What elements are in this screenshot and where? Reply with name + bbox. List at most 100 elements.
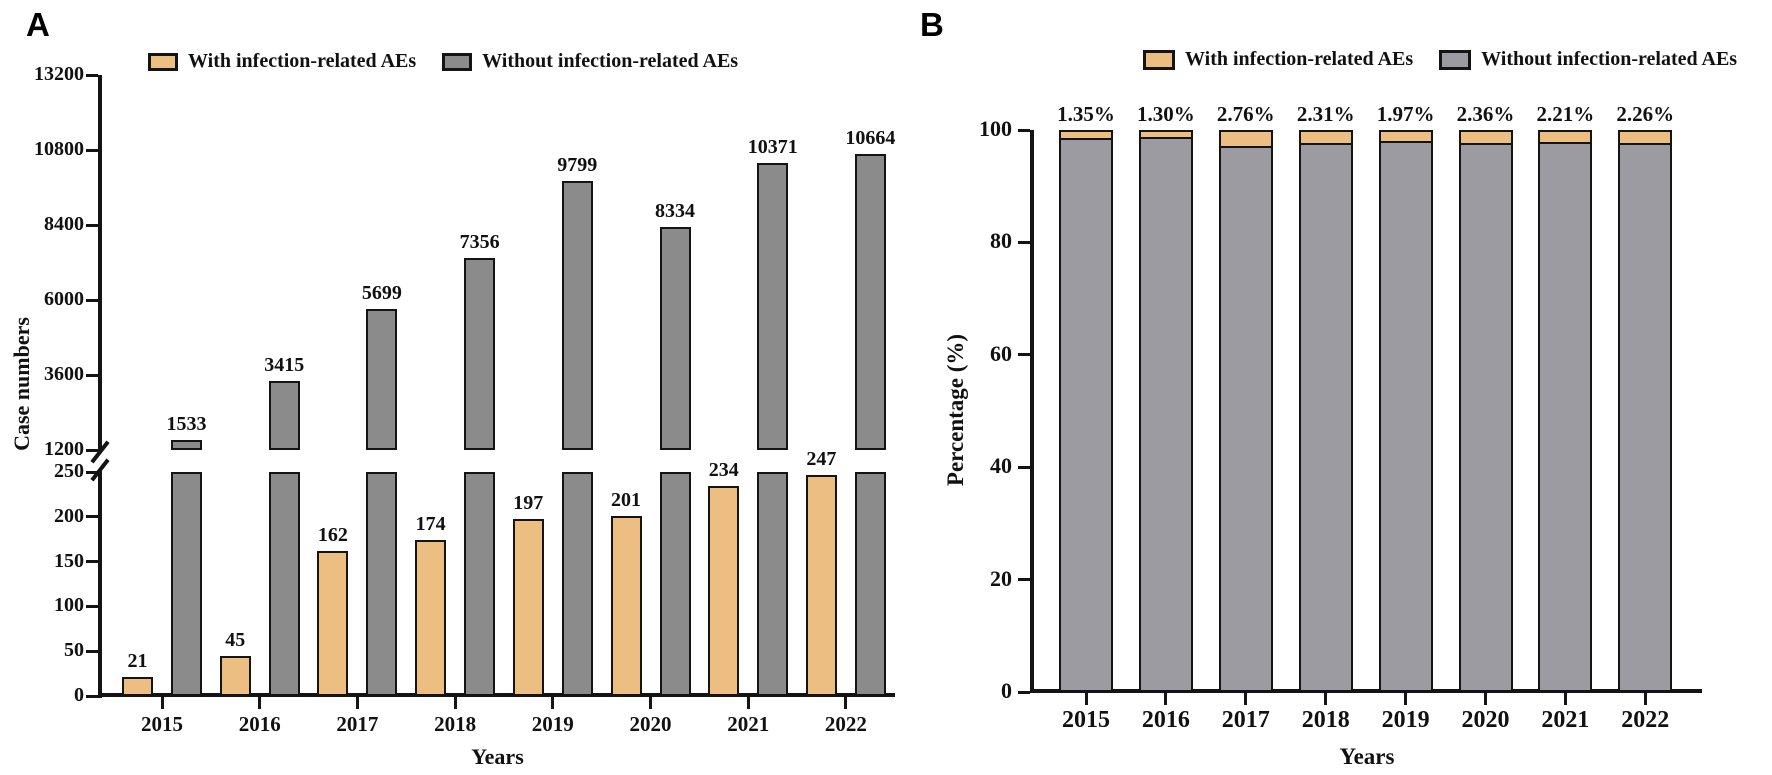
bar-value-label: 21 [127, 650, 148, 673]
stacked-bar-percent-label: 1.97% [1376, 102, 1435, 126]
stacked-bar-percent-label: 2.21% [1536, 102, 1595, 126]
panel-a-y-tick [86, 223, 98, 227]
panel-a-x-tick [844, 697, 848, 709]
legend-panel-a: With infection-related AEs Without infec… [148, 50, 738, 73]
stacked-bar-percent-label: 1.30% [1137, 102, 1195, 126]
bar-with-aes [317, 550, 349, 696]
panel-a-y-tick-label: 50 [64, 639, 84, 662]
bar-without-aes-lower [464, 472, 496, 696]
bar-without-aes-lower [171, 472, 202, 696]
panel-a-year-label: 2015 [141, 712, 183, 736]
panel-b-letter: B [920, 6, 944, 43]
panel-a-y-tick [86, 448, 98, 452]
panel-a-y-tick [86, 73, 98, 77]
panel-b-y-tick-label: 80 [990, 228, 1012, 254]
legend-label-with: With infection-related AEs [1185, 48, 1414, 70]
bar-value-label: 162 [317, 523, 348, 546]
panel-b-y-tick [1018, 690, 1030, 694]
bar-without-aes-upper [561, 181, 593, 450]
stacked-bar-percent-label: 2.31% [1296, 102, 1355, 126]
panel-a-y-tick-label: 6000 [44, 288, 84, 310]
panel-a-y-tick-label: 3600 [44, 363, 84, 385]
panel-a-y-tick-label: 150 [54, 549, 84, 572]
legend-item-with-aes: With infection-related AEs [148, 50, 416, 73]
bar-value-label: 1533 [166, 412, 207, 435]
panel-a-y-tick-label: 1200 [44, 438, 84, 460]
panel-b-year-label: 2021 [1541, 707, 1590, 733]
bar-value-label: 201 [611, 488, 641, 511]
bar-without-aes-lower [561, 472, 593, 696]
bar-with-aes [415, 540, 447, 696]
panel-a-x-tick [160, 697, 164, 709]
legend-item-with-aes: With infection-related AEs [1143, 48, 1413, 71]
bar-with-aes [610, 515, 642, 696]
panel-b-y-axis [1030, 130, 1034, 692]
panel-a-y-tick [86, 649, 98, 653]
bar-with-aes [122, 677, 153, 696]
stacked-bar-percent-label: 2.26% [1616, 102, 1675, 126]
bar-with-aes [512, 519, 544, 696]
panel-b-y-tick [1018, 128, 1030, 132]
panel-a-x-tick [258, 697, 262, 709]
panel-b-x-tick [1324, 693, 1328, 705]
panel-b-y-axis-title: Percentage (%) [943, 333, 968, 487]
panel-a-year-label: 2017 [336, 712, 379, 736]
bar-value-label: 9799 [557, 154, 598, 177]
stacked-bar-without-aes [1538, 142, 1593, 692]
bar-value-label: 5699 [361, 282, 402, 305]
stacked-bar-without-aes [1618, 142, 1673, 692]
bar-value-label: 45 [225, 628, 246, 651]
panel-a-y-tick [86, 604, 98, 608]
panel-a-y-tick-label: 8400 [44, 213, 84, 235]
stacked-bar-without-aes [1059, 137, 1113, 692]
panel-a-year-label: 2020 [629, 712, 672, 736]
bar-without-aes-lower [757, 472, 789, 696]
panel-b-y-tick-label: 60 [990, 340, 1012, 366]
panel-a-y-tick-label: 250 [54, 460, 84, 482]
panel-a-y-tick-label: 13200 [34, 63, 84, 85]
stacked-bar-without-aes [1378, 141, 1433, 692]
bar-without-aes-upper [366, 309, 398, 450]
panel-a-x-tick [649, 697, 652, 709]
bar-value-label: 197 [513, 492, 544, 515]
panel-b-x-tick [1244, 693, 1248, 705]
bar-value-label: 7356 [459, 230, 500, 253]
panel-b-y-tick [1018, 240, 1030, 244]
stacked-bar-without-aes [1458, 143, 1513, 692]
panel-a-y-tick-label: 0 [74, 684, 84, 706]
legend-item-without-aes: Without infection-related AEs [442, 50, 738, 73]
bar-value-label: 8334 [655, 200, 695, 223]
bar-with-aes [219, 655, 251, 696]
panel-b-year-label: 2020 [1461, 707, 1510, 733]
legend-swatch-with-icon [1143, 49, 1175, 70]
legend-label-without: Without infection-related AEs [482, 50, 739, 72]
panel-a-x-tick [355, 697, 359, 709]
bar-value-label: 234 [708, 459, 739, 482]
bar-value-label: 174 [415, 513, 446, 536]
legend-swatch-with-icon [148, 52, 178, 71]
bar-without-aes-lower [268, 472, 300, 696]
panel-b-y-tick-label: 0 [1001, 678, 1012, 703]
panel-a-y-tick-label: 200 [54, 504, 84, 527]
panel-a-year-label: 2022 [824, 712, 867, 736]
panel-a-y-tick [86, 470, 98, 474]
panel-a-y-axis [98, 471, 102, 698]
panel-a-letter: A [26, 6, 50, 43]
bar-without-aes-upper [854, 154, 886, 450]
legend-panel-b: With infection-related AEs Without infec… [1143, 48, 1737, 71]
panel-b-x-tick [1084, 693, 1088, 705]
panel-a-y-tick [86, 148, 98, 152]
panel-b-x-tick [1484, 693, 1487, 705]
panel-a-y-tick-label: 100 [54, 594, 84, 617]
bar-value-label: 10371 [747, 136, 798, 159]
bar-without-aes-lower [854, 472, 886, 696]
bar-without-aes-lower [366, 472, 398, 696]
panel-b-x-tick [1164, 693, 1168, 705]
legend-swatch-without-icon [1439, 49, 1472, 70]
panel-b-y-tick [1018, 465, 1030, 469]
panel-a-x-axis [98, 693, 895, 697]
bar-with-aes [805, 474, 837, 696]
legend-item-without-aes: Without infection-related AEs [1439, 48, 1737, 71]
panel-a-y-tick [86, 694, 98, 698]
